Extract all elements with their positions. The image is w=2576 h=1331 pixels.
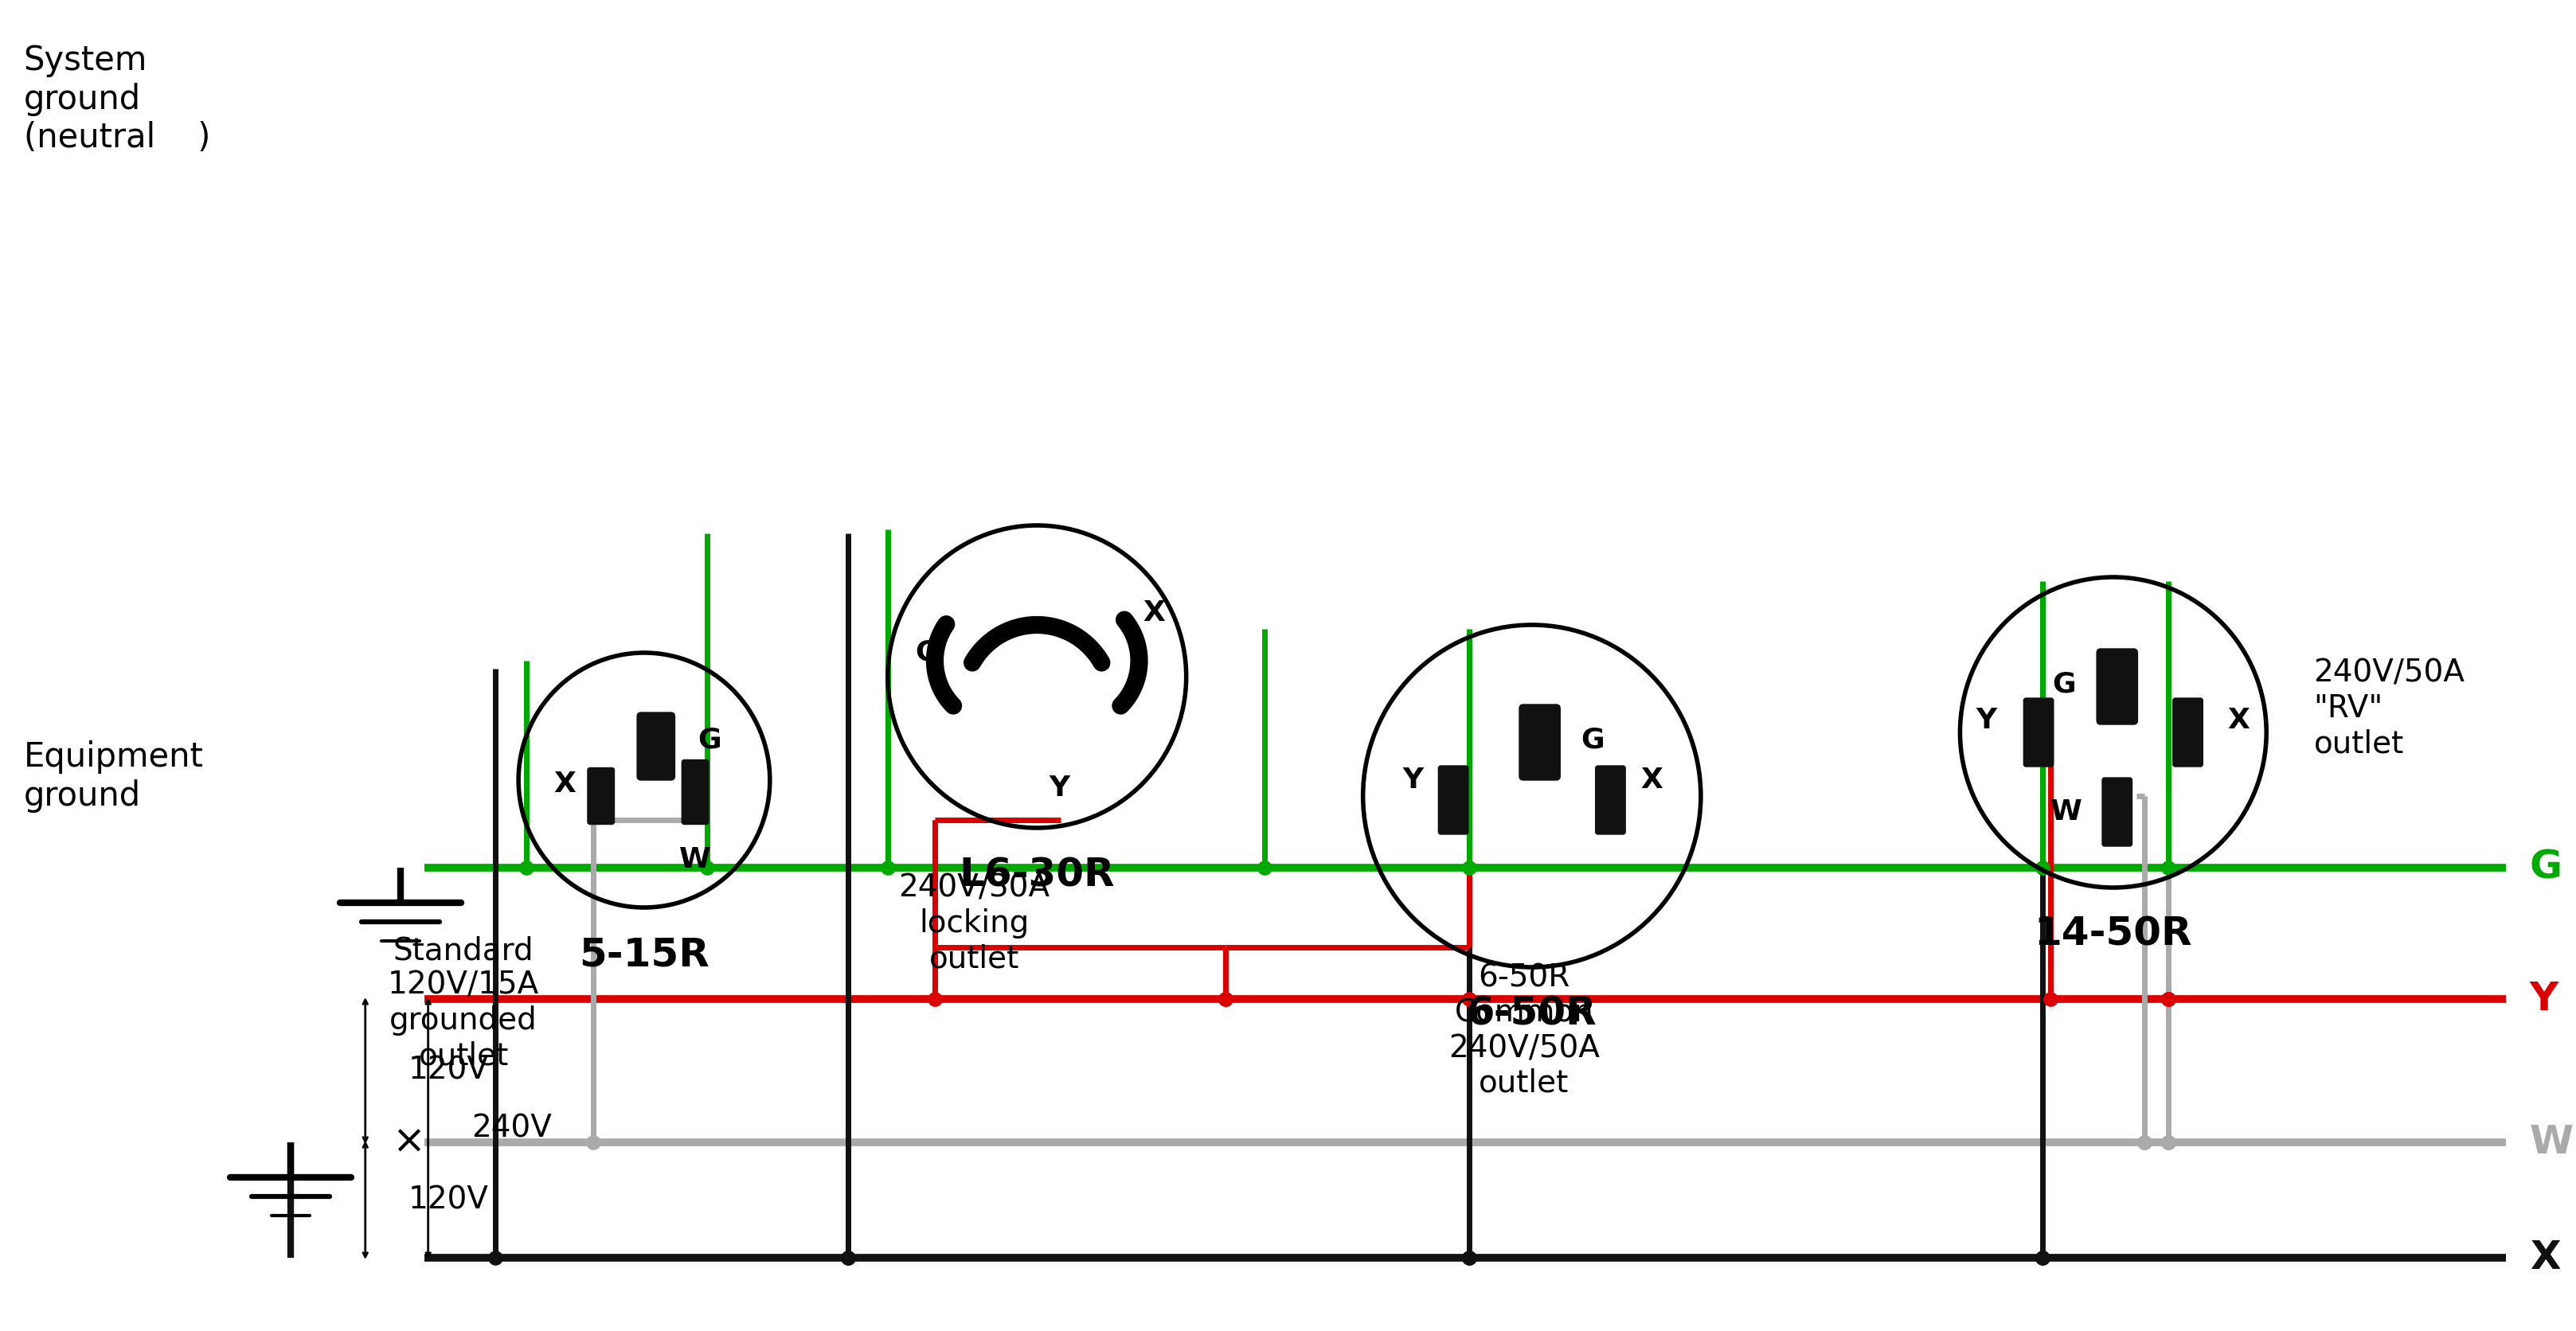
- Point: [2125, 1131, 2166, 1153]
- Text: 14-50R: 14-50R: [2035, 916, 2192, 954]
- Text: G: G: [698, 727, 721, 753]
- Point: [2148, 989, 2190, 1010]
- FancyBboxPatch shape: [2174, 699, 2202, 767]
- Point: [1244, 857, 1285, 878]
- Text: 6-50R
Common
240V/50A
outlet: 6-50R Common 240V/50A outlet: [1448, 964, 1600, 1098]
- Text: 120V: 120V: [410, 1055, 489, 1086]
- Point: [505, 857, 546, 878]
- Text: Standard
120V/15A
grounded
outlet: Standard 120V/15A grounded outlet: [389, 936, 538, 1070]
- Text: 120V: 120V: [410, 1185, 489, 1215]
- Text: G: G: [2053, 671, 2076, 699]
- Text: W: W: [2530, 1123, 2573, 1162]
- FancyBboxPatch shape: [1437, 765, 1468, 835]
- Text: System
ground
(neutral    ): System ground (neutral ): [23, 44, 211, 154]
- Point: [2148, 857, 2190, 878]
- Text: G: G: [914, 639, 938, 667]
- Text: X: X: [1144, 599, 1164, 627]
- Point: [2022, 1247, 2063, 1268]
- Text: G: G: [1582, 727, 1605, 753]
- Text: X: X: [2530, 1239, 2561, 1276]
- Point: [1448, 989, 1489, 1010]
- FancyBboxPatch shape: [1520, 704, 1561, 780]
- Point: [914, 989, 956, 1010]
- FancyBboxPatch shape: [636, 712, 675, 780]
- Text: Y: Y: [2530, 980, 2558, 1018]
- Text: Y: Y: [1401, 767, 1422, 793]
- FancyBboxPatch shape: [587, 768, 613, 824]
- Point: [2148, 1131, 2190, 1153]
- Text: ×: ×: [392, 1123, 425, 1162]
- Point: [2125, 1131, 2166, 1153]
- Text: 240V/50A
"RV"
outlet: 240V/50A "RV" outlet: [2313, 659, 2465, 759]
- Text: L6-30R: L6-30R: [958, 856, 1115, 894]
- Text: 240V/30A
locking
outlet: 240V/30A locking outlet: [899, 873, 1051, 973]
- Text: Y: Y: [1048, 775, 1069, 801]
- Point: [1448, 1247, 1489, 1268]
- Point: [1448, 857, 1489, 878]
- Point: [1448, 1247, 1489, 1268]
- Text: X: X: [554, 771, 577, 797]
- Text: 5-15R: 5-15R: [580, 936, 708, 973]
- Text: W: W: [680, 847, 711, 873]
- Point: [685, 857, 726, 878]
- Text: Y: Y: [1976, 707, 1996, 733]
- Point: [868, 857, 909, 878]
- FancyBboxPatch shape: [2102, 777, 2133, 847]
- Point: [2030, 989, 2071, 1010]
- Text: X: X: [2228, 707, 2249, 733]
- Point: [1206, 989, 1247, 1010]
- FancyBboxPatch shape: [683, 760, 708, 824]
- Point: [474, 1247, 515, 1268]
- Text: X: X: [1641, 767, 1662, 793]
- Point: [2022, 857, 2063, 878]
- FancyBboxPatch shape: [1595, 765, 1625, 835]
- Text: 6-50R: 6-50R: [1466, 996, 1597, 1033]
- FancyBboxPatch shape: [2025, 699, 2053, 767]
- Text: Equipment
ground: Equipment ground: [23, 740, 204, 812]
- Point: [827, 1247, 868, 1268]
- Text: 240V: 240V: [471, 1113, 551, 1143]
- Text: G: G: [2530, 849, 2563, 886]
- Text: W: W: [2050, 799, 2081, 825]
- Point: [827, 1247, 868, 1268]
- Point: [2148, 989, 2190, 1010]
- FancyBboxPatch shape: [2097, 648, 2138, 724]
- Point: [1206, 989, 1247, 1010]
- Point: [572, 1131, 613, 1153]
- Point: [2148, 1131, 2190, 1153]
- Point: [2022, 1247, 2063, 1268]
